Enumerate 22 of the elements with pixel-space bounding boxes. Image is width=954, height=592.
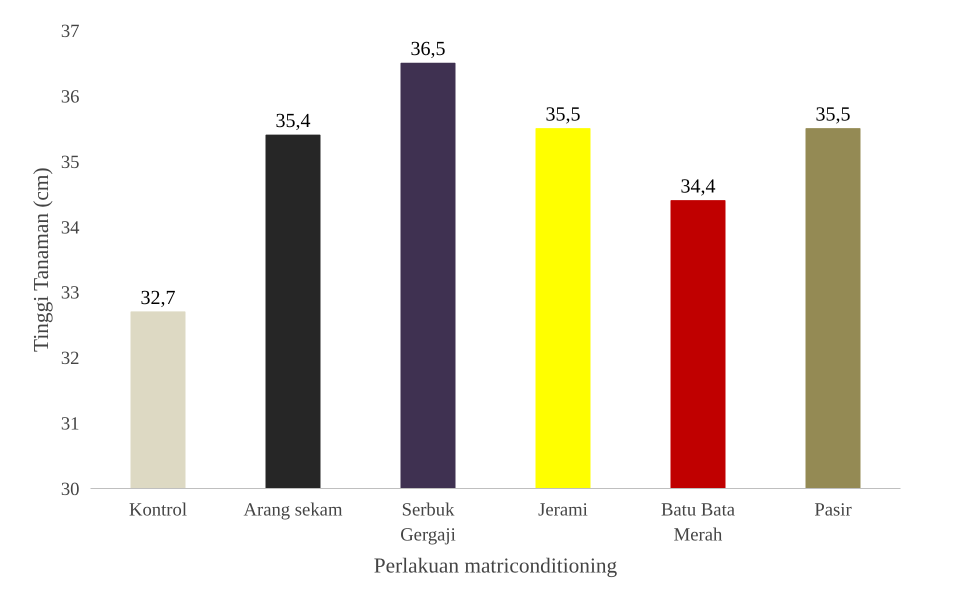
y-tick-label: 32 <box>60 348 80 370</box>
y-tick-label: 34 <box>60 217 80 238</box>
y-tick-label: 30 <box>60 479 80 500</box>
x-tick-label: Kontrol <box>128 500 188 520</box>
x-tick-label: Serbuk Gergaji <box>400 500 456 546</box>
y-tick-label: 33 <box>60 282 80 304</box>
data-label: 32,7 <box>140 286 176 309</box>
y-axis-title: Tinggi Tanaman (cm) <box>28 167 53 352</box>
x-axis-title: Perlakuan matriconditioning <box>374 554 618 578</box>
data-label: 34,4 <box>680 176 716 198</box>
x-tick-label: Batu Bata Merah <box>660 500 736 546</box>
data-label: 35,4 <box>276 110 310 132</box>
y-tick-label: 37 <box>60 21 80 42</box>
data-label: 35,5 <box>546 104 580 126</box>
y-tick-label: 36 <box>60 86 80 108</box>
x-tick-label: Jerami <box>538 500 588 520</box>
x-tick-label: Arang sekam <box>244 500 343 520</box>
x-tick-label: Pasir <box>814 500 852 520</box>
data-label: 36,5 <box>410 38 446 60</box>
y-tick-label: 35 <box>60 152 80 173</box>
data-label: 35,5 <box>816 104 850 126</box>
y-tick-label: 31 <box>60 414 80 435</box>
